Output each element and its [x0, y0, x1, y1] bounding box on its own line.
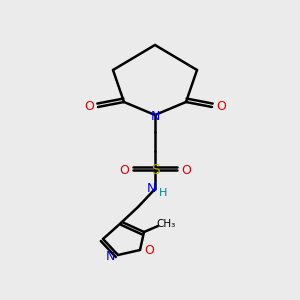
Text: O: O — [181, 164, 191, 176]
Text: S: S — [151, 163, 159, 177]
Text: N: N — [105, 250, 115, 262]
Text: N: N — [146, 182, 156, 196]
Text: H: H — [159, 188, 167, 198]
Text: CH₃: CH₃ — [156, 219, 176, 229]
Text: O: O — [144, 244, 154, 257]
Text: O: O — [84, 100, 94, 113]
Text: O: O — [216, 100, 226, 113]
Text: O: O — [119, 164, 129, 176]
Text: N: N — [150, 110, 160, 122]
